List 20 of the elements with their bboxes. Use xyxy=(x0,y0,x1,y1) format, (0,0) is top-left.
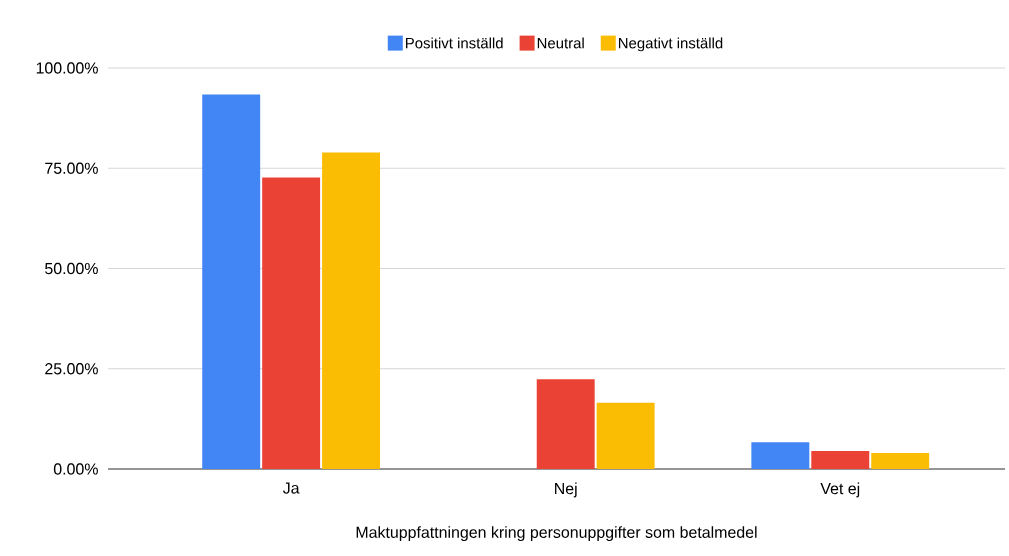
legend-label: Negativt inställd xyxy=(618,37,723,52)
x-axis-title: Maktuppfattningen kring personuppgifter som betalmedel xyxy=(356,526,757,542)
legend-label: Positivt inställd xyxy=(405,37,503,49)
legend-label: Neutral xyxy=(537,37,584,49)
x-tick-label: Vet ej xyxy=(820,482,860,498)
y-tick-label: 75.00% xyxy=(45,162,98,174)
bar xyxy=(811,450,870,469)
bar xyxy=(202,94,261,469)
bar xyxy=(536,379,595,469)
bar xyxy=(751,442,810,469)
y-tick-label: 100.00% xyxy=(36,62,98,74)
x-tick-label: Ja xyxy=(282,482,300,494)
y-tick-label: 25.00% xyxy=(45,363,98,375)
y-tick-label: 50.00% xyxy=(45,262,98,275)
bar xyxy=(262,177,321,469)
bar xyxy=(322,152,381,469)
bar xyxy=(871,452,930,469)
bar xyxy=(596,402,655,469)
y-tick-label: 0.00% xyxy=(53,463,98,475)
x-tick-label: Nej xyxy=(555,482,577,498)
